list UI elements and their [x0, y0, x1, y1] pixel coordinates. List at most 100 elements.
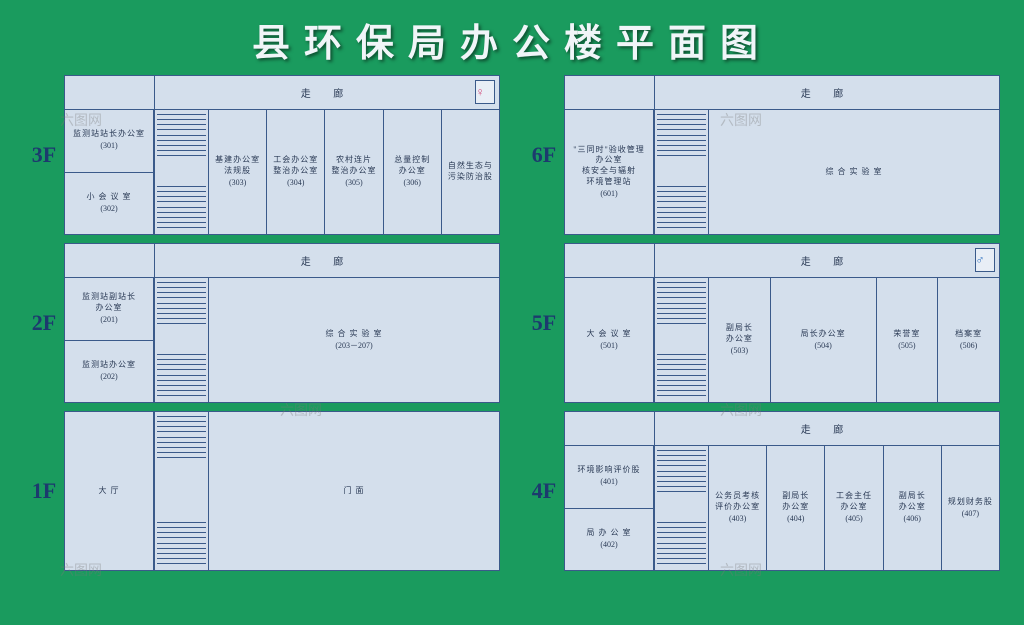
floor-label: 2F [24, 310, 64, 336]
room-number: (406) [904, 514, 921, 525]
room-name: 综 合 实 验 室 [326, 329, 383, 340]
right-rooms-row: 门 面 [209, 412, 499, 570]
room: 环境影响评价股(401) [565, 446, 654, 509]
floor-label: 1F [24, 478, 64, 504]
left-rooms-column: 大 厅 [65, 412, 155, 570]
floor-plan: 走 廊♀监测站站长办公室(301)小 会 议 室(302)基建办公室法规股(30… [64, 75, 500, 235]
room-name: 公务员考核评价办公室 [715, 491, 760, 513]
stairs [655, 278, 709, 402]
right-rooms-row: 副局长办公室(503)局长办公室(504)荣誉室(505)档案室(506) [709, 278, 999, 402]
room-name: "三同时"验收管理办公室核安全与辐射环境管理站 [573, 145, 645, 188]
room-number: (506) [960, 341, 977, 352]
room-name: 局长办公室 [801, 329, 846, 340]
room-number: (306) [404, 178, 421, 189]
room-name: 工会主任办公室 [836, 491, 872, 513]
room: 综 合 实 验 室(203－207) [209, 278, 499, 402]
room-name: 档案室 [955, 329, 982, 340]
room-name: 门 面 [344, 486, 365, 497]
room-name: 局 办 公 室 [587, 528, 632, 539]
room-name: 副局长办公室 [782, 491, 809, 513]
room: 门 面 [209, 412, 499, 570]
room: 综 合 实 验 室 [709, 110, 999, 234]
floor-panel: 4F走 廊环境影响评价股(401)局 办 公 室(402)公务员考核评价办公室(… [524, 411, 1000, 571]
room: 大 厅 [65, 412, 154, 570]
floor-plan: 大 厅门 面 [64, 411, 500, 571]
room-number: (407) [962, 509, 979, 520]
corridor: 走 廊 [655, 76, 999, 109]
room-name: 环境影响评价股 [578, 465, 641, 476]
left-rooms-column: 环境影响评价股(401)局 办 公 室(402) [565, 446, 655, 570]
left-rooms-column: 监测站站长办公室(301) 小 会 议 室(302) [65, 110, 155, 234]
stairs [655, 446, 709, 570]
floor-plan: 走 廊♂大 会 议 室(501)副局长办公室(503)局长办公室(504)荣誉室… [564, 243, 1000, 403]
stairs [155, 412, 209, 570]
room-number: (404) [787, 514, 804, 525]
room: 规划财务股(407) [942, 446, 999, 570]
floor-label: 6F [524, 142, 564, 168]
room-number: (301) [100, 141, 117, 152]
room: 局长办公室(504) [771, 278, 877, 402]
room-name: 规划财务股 [948, 497, 993, 508]
floor-plan: 走 廊"三同时"验收管理办公室核安全与辐射环境管理站(601)综 合 实 验 室 [564, 75, 1000, 235]
floor-plan: 走 廊环境影响评价股(401)局 办 公 室(402)公务员考核评价办公室(40… [564, 411, 1000, 571]
corridor: 走 廊♂ [655, 244, 999, 277]
room: 荣誉室(505) [877, 278, 939, 402]
room-number: (202) [100, 372, 117, 383]
room: 副局长办公室(503) [709, 278, 771, 402]
room-number: (305) [345, 178, 362, 189]
room-name: 荣誉室 [893, 329, 920, 340]
room: 副局长办公室(404) [767, 446, 825, 570]
room: 农村连片整治办公室(305) [325, 110, 383, 234]
room-name: 自然生态与污染防治股 [448, 161, 493, 183]
room-name: 小 会 议 室 [87, 192, 132, 203]
floor-panel: 3F走 廊♀监测站站长办公室(301)小 会 议 室(302)基建办公室法规股(… [24, 75, 500, 235]
floor-panel: 6F走 廊"三同时"验收管理办公室核安全与辐射环境管理站(601)综 合 实 验… [524, 75, 1000, 235]
room-number: (302) [100, 204, 117, 215]
room-number: (601) [600, 189, 617, 200]
room-number: (403) [729, 514, 746, 525]
room: 监测站站长办公室(301) [65, 110, 154, 173]
room-name: 总量控制办公室 [394, 155, 430, 177]
room: 自然生态与污染防治股 [442, 110, 499, 234]
room-number: (505) [898, 341, 915, 352]
floor-plan: 走 廊监测站副站长办公室(201)监测站办公室(202)综 合 实 验 室(20… [64, 243, 500, 403]
room: 副局长办公室(406) [884, 446, 942, 570]
room-number: (501) [600, 341, 617, 352]
room-number: (203－207) [335, 341, 372, 352]
room: 大 会 议 室(501) [565, 278, 654, 402]
room: 局 办 公 室(402) [565, 509, 654, 571]
room: 工会办公室整治办公室(304) [267, 110, 325, 234]
right-rooms-row: 综 合 实 验 室(203－207) [209, 278, 499, 402]
room-name: 大 会 议 室 [587, 329, 632, 340]
floor-label: 5F [524, 310, 564, 336]
stairs [155, 110, 209, 234]
floor-label: 3F [24, 142, 64, 168]
room-name: 监测站办公室 [82, 360, 136, 371]
left-rooms-column: 监测站副站长办公室(201)监测站办公室(202) [65, 278, 155, 402]
floor-label: 4F [524, 478, 564, 504]
room-number: (303) [229, 178, 246, 189]
floor-grid: 3F 走 廊 ♀ 监测站站长办公室(301) 小 会 议 室(302) 基建办公室法规股(… [0, 75, 1024, 589]
floor-panel: 5F走 廊♂大 会 议 室(501)副局长办公室(503)局长办公室(504)荣… [524, 243, 1000, 403]
room-number: (401) [600, 477, 617, 488]
restroom-icon: ♂ [975, 248, 995, 272]
room-name: 大 厅 [99, 486, 120, 497]
restroom-icon: ♀ [475, 80, 495, 104]
room-name: 副局长办公室 [899, 491, 926, 513]
room: "三同时"验收管理办公室核安全与辐射环境管理站(601) [565, 110, 654, 234]
room-number: (201) [100, 315, 117, 326]
room-number: (402) [600, 540, 617, 551]
right-rooms-row: 综 合 实 验 室 [709, 110, 999, 234]
right-rooms-row: 公务员考核评价办公室(403)副局长办公室(404)工会主任办公室(405)副局… [709, 446, 999, 570]
right-rooms-row: 基建办公室法规股(303)工会办公室整治办公室(304)农村连片整治办公室(30… [209, 110, 499, 234]
room-name: 农村连片整治办公室 [332, 155, 377, 177]
room: 公务员考核评价办公室(403) [709, 446, 767, 570]
room-number: (503) [731, 346, 748, 357]
room-number: (304) [287, 178, 304, 189]
stairs [655, 110, 709, 234]
room-name: 监测站站长办公室 [73, 129, 145, 140]
floor-panel: 2F走 廊监测站副站长办公室(201)监测站办公室(202)综 合 实 验 室(… [24, 243, 500, 403]
room: 基建办公室法规股(303) [209, 110, 267, 234]
page-title: 县环保局办公楼平面图 [0, 0, 1024, 75]
room: 工会主任办公室(405) [825, 446, 883, 570]
